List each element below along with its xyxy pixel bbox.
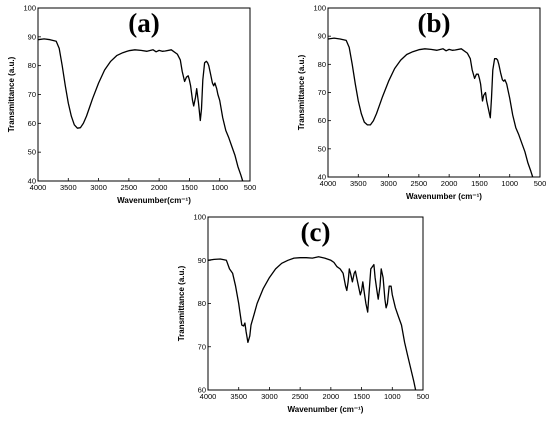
panel-label: (c) bbox=[301, 217, 331, 247]
x-axis-label: Wavenumber (cm⁻¹) bbox=[406, 192, 482, 201]
y-tick-label: 100 bbox=[313, 4, 326, 13]
y-tick-label: 80 bbox=[28, 61, 36, 70]
x-tick-label: 2500 bbox=[292, 392, 309, 401]
spectrum-line bbox=[327, 37, 534, 178]
y-tick-label: 80 bbox=[198, 299, 206, 308]
y-tick-label: 90 bbox=[318, 32, 326, 41]
x-tick-label: 4000 bbox=[200, 392, 217, 401]
x-tick-label: 3500 bbox=[230, 392, 247, 401]
y-tick-label: 70 bbox=[198, 342, 206, 351]
x-tick-label: 2500 bbox=[121, 183, 138, 192]
y-tick-label: 60 bbox=[28, 119, 36, 128]
x-tick-label: 1000 bbox=[501, 179, 518, 188]
x-tick-label: 3000 bbox=[380, 179, 397, 188]
x-tick-label: 3500 bbox=[60, 183, 77, 192]
x-tick-label: 1500 bbox=[353, 392, 370, 401]
y-tick-label: 60 bbox=[318, 116, 326, 125]
x-axis-label: Wavenumber(cm⁻¹) bbox=[117, 196, 191, 205]
x-axis-label: Wavenumber (cm⁻¹) bbox=[288, 405, 364, 414]
x-tick-label: 500 bbox=[534, 179, 547, 188]
x-tick-label: 2000 bbox=[441, 179, 458, 188]
y-axis-label: Transmittance (a.u.) bbox=[177, 265, 186, 341]
x-tick-label: 500 bbox=[417, 392, 430, 401]
y-axis-label: Transmittance (a.u.) bbox=[297, 54, 306, 130]
x-tick-label: 3500 bbox=[350, 179, 367, 188]
x-tick-label: 3000 bbox=[90, 183, 107, 192]
panel-label: (a) bbox=[128, 8, 159, 38]
spectrum-line bbox=[37, 38, 244, 182]
spectrum-line bbox=[207, 256, 417, 391]
x-tick-label: 2000 bbox=[323, 392, 340, 401]
y-tick-label: 80 bbox=[318, 60, 326, 69]
y-tick-label: 60 bbox=[198, 386, 206, 395]
chart-panel-2: 4000 3500 3000 2500 2000 1500 1000 500 40 50 60 70 8… bbox=[297, 4, 546, 202]
x-tick-label: 4000 bbox=[320, 179, 337, 188]
x-tick-label: 1000 bbox=[384, 392, 401, 401]
x-tick-label: 2000 bbox=[151, 183, 168, 192]
y-tick-label: 90 bbox=[28, 32, 36, 41]
x-tick-label: 500 bbox=[244, 183, 257, 192]
y-tick-label: 70 bbox=[28, 90, 36, 99]
x-tick-label: 4000 bbox=[30, 183, 47, 192]
y-tick-label: 50 bbox=[318, 144, 326, 153]
y-tick-label: 40 bbox=[28, 177, 36, 186]
y-tick-label: 100 bbox=[23, 4, 36, 13]
x-tick-label: 1500 bbox=[181, 183, 198, 192]
x-tick-label: 1500 bbox=[471, 179, 488, 188]
chart-panel-3: 4000 3500 3000 2500 2000 1500 1000 500 60 70 80 90 1… bbox=[177, 213, 429, 415]
y-tick-label: 100 bbox=[193, 213, 206, 222]
y-tick-label: 70 bbox=[318, 88, 326, 97]
x-tick-label: 2500 bbox=[411, 179, 428, 188]
y-tick-label: 40 bbox=[318, 173, 326, 182]
y-tick-label: 90 bbox=[198, 256, 206, 265]
x-tick-label: 3000 bbox=[261, 392, 278, 401]
panel-label: (b) bbox=[418, 8, 451, 38]
chart-panel-1: 4000 3500 3000 2500 2000 1500 1000 500 40 50 60 70 8… bbox=[7, 4, 256, 206]
y-tick-label: 50 bbox=[28, 148, 36, 157]
y-axis-label: Transmittance (a.u.) bbox=[7, 56, 16, 132]
x-tick-label: 1000 bbox=[211, 183, 228, 192]
